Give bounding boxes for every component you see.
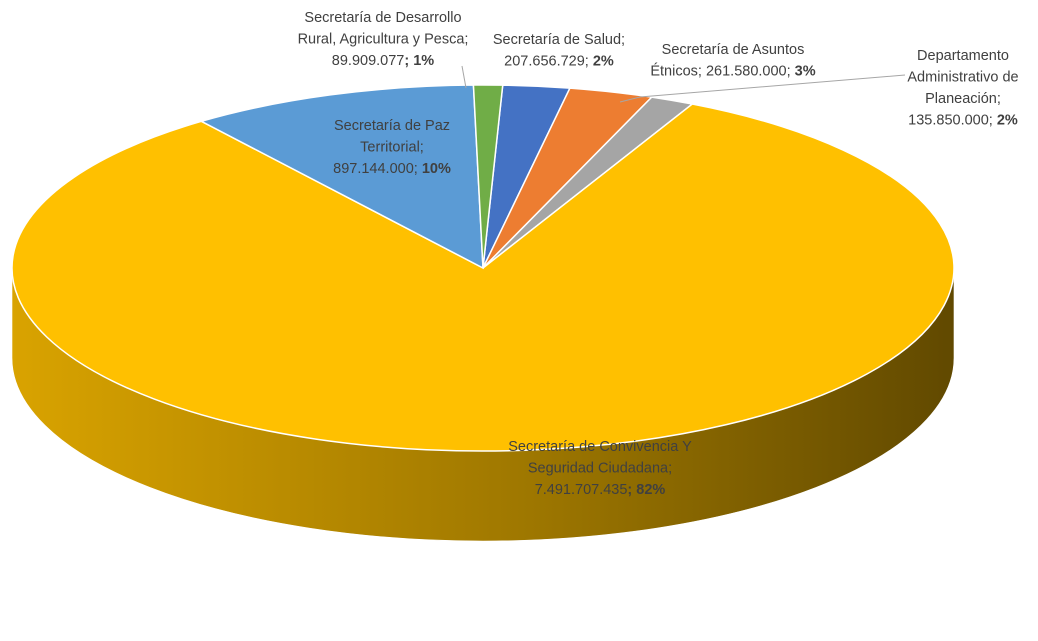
data-label-1: Secretaría de Asuntos Étnicos; 261.580.00… — [650, 42, 815, 80]
pie-slice-5 — [472, 84, 504, 269]
pie-slices — [11, 84, 955, 452]
leader-line-2 — [619, 74, 906, 103]
pie-slice-3 — [11, 103, 955, 452]
data-label-0: Secretaría de Salud; 207.656.729; 2% — [493, 32, 625, 70]
data-label-2: Departamento Administrativo de Planeación;… — [907, 48, 1018, 129]
pie-slice-4 — [199, 84, 484, 270]
data-label-4: Secretaría de Paz Territorial; 897.144.000… — [333, 118, 451, 177]
leader-line-5 — [461, 65, 467, 89]
data-label-5: Secretaría de Desarrollo Rural, Agricultu… — [298, 10, 469, 69]
data-label-3: Secretaría de Convivencia Y Seguridad Ciu… — [508, 439, 692, 498]
